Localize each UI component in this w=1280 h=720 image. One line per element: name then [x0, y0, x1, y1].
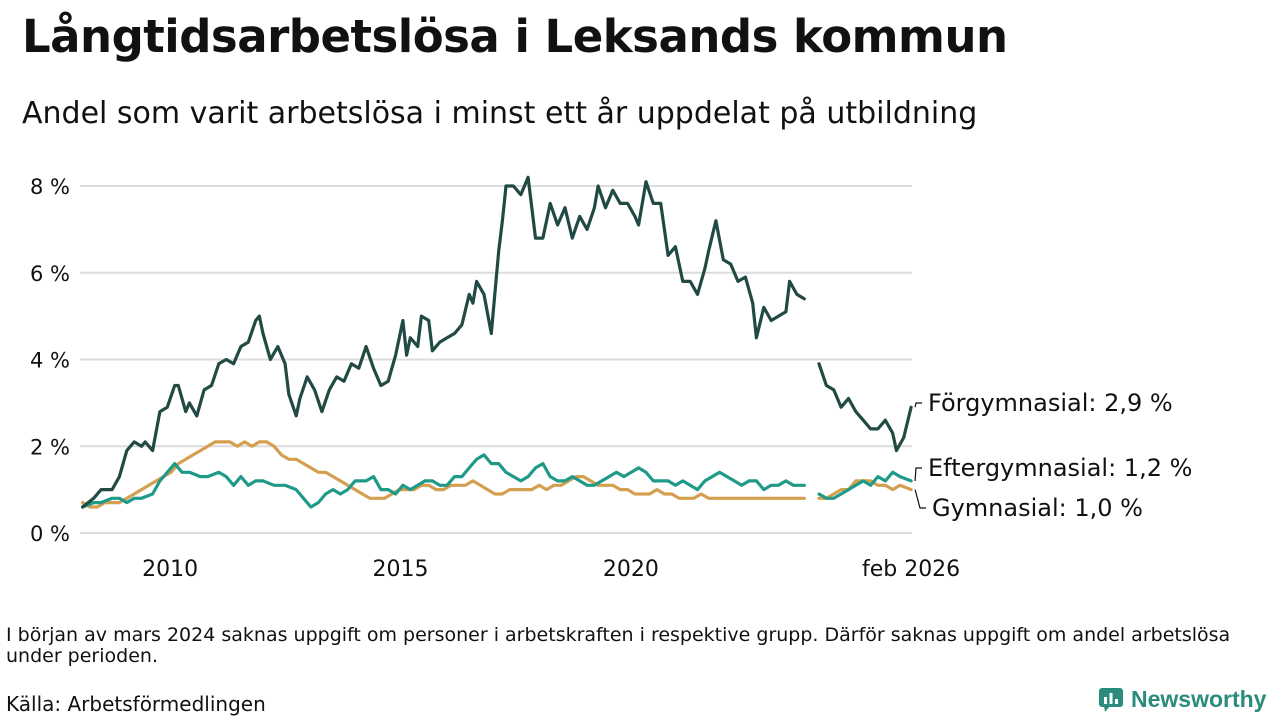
- newsworthy-logo-icon: [1099, 687, 1123, 712]
- gridlines: [80, 185, 912, 534]
- x-tick-label: 2015: [373, 557, 429, 582]
- leader-line: [914, 467, 922, 481]
- series-line-eftergymnasial-1: [817, 470, 913, 500]
- chart-title: Långtidsarbetslösa i Leksands kommun: [22, 10, 1008, 63]
- series-line-eftergymnasial-0: [81, 453, 806, 509]
- y-axis: 0 % 2 % 4 % 6 % 8 %: [30, 175, 70, 546]
- x-tick-label: 2020: [603, 557, 659, 582]
- series-line-förgymnasial-1: [817, 362, 913, 453]
- series-end-label: Förgymnasial: 2,9 %: [928, 389, 1173, 417]
- y-tick-label: 4 %: [30, 349, 70, 373]
- y-tick-label: 2 %: [30, 435, 70, 459]
- footnote: I början av mars 2024 saknas uppgift om …: [6, 624, 1231, 667]
- chart-subtitle: Andel som varit arbetslösa i minst ett å…: [22, 96, 978, 131]
- series-end-labels: Förgymnasial: 2,9 % Eftergymnasial: 1,2 %…: [914, 389, 1192, 522]
- line-chart: 0 % 2 % 4 % 6 % 8 % 2010 2015 2020 feb 2026 För…: [30, 175, 1192, 582]
- x-tick-label: feb 2026: [862, 557, 960, 582]
- series-end-label: Gymnasial: 1,0 %: [932, 494, 1143, 522]
- leader-line: [914, 489, 926, 509]
- x-tick-label: 2010: [142, 557, 198, 582]
- y-tick-label: 8 %: [30, 175, 70, 199]
- series-line-gymnasial-0: [81, 440, 806, 509]
- series-line-förgymnasial-0: [81, 175, 806, 509]
- y-tick-label: 0 %: [30, 522, 70, 546]
- y-tick-label: 6 %: [30, 262, 70, 286]
- newsworthy-logo: Newsworthy: [1098, 686, 1266, 713]
- newsworthy-logo-text: Newsworthy: [1131, 686, 1267, 712]
- series-lines: [81, 175, 913, 509]
- source-text: Källa: Arbetsförmedlingen: [6, 692, 266, 716]
- leader-line: [914, 402, 922, 408]
- series-end-label: Eftergymnasial: 1,2 %: [928, 454, 1192, 482]
- x-axis: 2010 2015 2020 feb 2026: [142, 557, 960, 582]
